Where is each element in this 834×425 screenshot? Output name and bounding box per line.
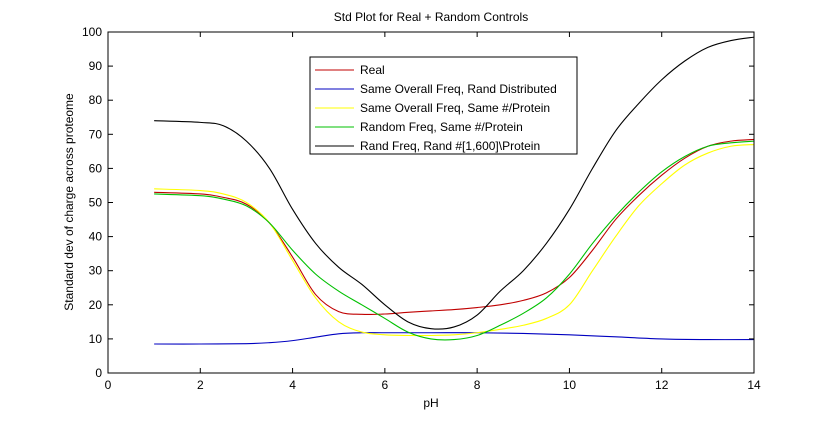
legend: Real Same Overall Freq, Rand Distributed S… bbox=[309, 56, 578, 155]
y-tick-label: 40 bbox=[89, 230, 103, 244]
y-axis-label: Standard dev of charge across proteome bbox=[62, 93, 76, 311]
chart-title: Std Plot for Real + Random Controls bbox=[334, 10, 528, 24]
x-tick-label: 0 bbox=[105, 378, 112, 392]
y-tick-label: 60 bbox=[89, 161, 103, 175]
y-tick-label: 10 bbox=[89, 332, 103, 346]
y-tick-label: 70 bbox=[89, 127, 103, 141]
x-tick-label: 6 bbox=[382, 378, 389, 392]
legend-label-1: Real bbox=[360, 63, 385, 77]
x-axis-label: pH bbox=[423, 396, 438, 410]
y-tick-label: 90 bbox=[89, 59, 103, 73]
y-tick-label: 80 bbox=[89, 93, 103, 107]
legend-label-2: Same Overall Freq, Rand Distributed bbox=[360, 82, 557, 96]
legend-label-4: Random Freq, Same #/Protein bbox=[360, 120, 523, 134]
legend-box bbox=[309, 56, 578, 155]
y-tick-label: 30 bbox=[89, 264, 103, 278]
y-tick-label: 50 bbox=[89, 196, 103, 210]
series-layer bbox=[154, 36, 755, 345]
series-line-5 bbox=[154, 36, 755, 330]
series-line-2 bbox=[154, 332, 755, 345]
x-tick-label: 4 bbox=[289, 378, 296, 392]
legend-label-5: Rand Freq, Rand #[1,600]\Protein bbox=[360, 139, 540, 153]
x-tick-label: 10 bbox=[563, 378, 577, 392]
y-tick-label: 100 bbox=[82, 25, 102, 39]
legend-entries: Real Same Overall Freq, Rand Distributed S… bbox=[315, 63, 557, 153]
x-tick-label: 8 bbox=[474, 378, 481, 392]
legend-label-3: Same Overall Freq, Same #/Protein bbox=[360, 101, 550, 115]
x-tick-label: 12 bbox=[655, 378, 669, 392]
series-line-4 bbox=[154, 140, 755, 341]
y-tick-label: 0 bbox=[95, 366, 102, 380]
y-tick-label: 20 bbox=[89, 298, 103, 312]
ticks-layer: 0 2 4 6 8 10 12 14 0 10 20 30 40 50 60 70 80 90 100 bbox=[82, 25, 761, 392]
x-tick-label: 2 bbox=[197, 378, 204, 392]
x-tick-label: 14 bbox=[747, 378, 761, 392]
